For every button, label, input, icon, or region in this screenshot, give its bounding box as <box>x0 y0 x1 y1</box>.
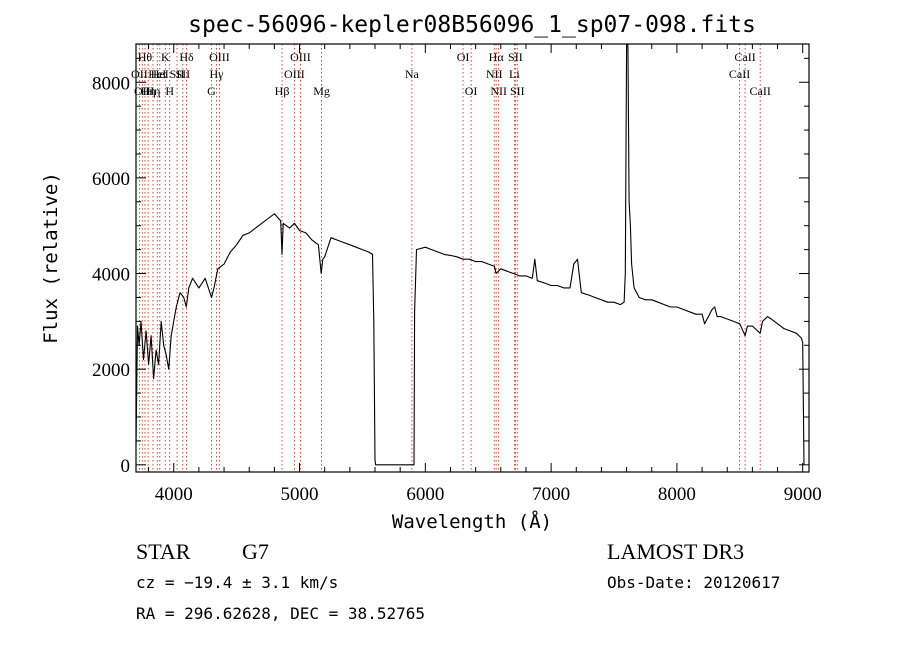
line-label-hα: Hα <box>489 50 505 64</box>
line-label-caii: CaII <box>750 84 771 98</box>
y-tick-label: 6000 <box>92 169 130 190</box>
line-label-hei: HeI <box>148 67 166 81</box>
line-label-h: H <box>165 84 174 98</box>
line-label-oiii: OIII <box>209 50 230 64</box>
line-label-hei: HeI <box>151 67 169 81</box>
y-tick-label: 2000 <box>92 360 130 381</box>
line-label-hη: Hη <box>141 84 156 98</box>
observation-date: Obs-Date: 20120617 <box>607 573 780 592</box>
line-label-sii: SII <box>170 67 185 81</box>
line-label-k: K <box>161 50 170 64</box>
line-label-oiii: OIII <box>290 50 311 64</box>
line-label-mg: Mg <box>313 84 330 98</box>
x-tick-label: 5000 <box>281 484 319 505</box>
y-tick-label: 0 <box>121 456 131 477</box>
line-label-g: G <box>207 84 216 98</box>
reference-lines <box>138 44 761 472</box>
y-axis-ticks: 0 2000 4000 6000 8000 <box>92 57 809 477</box>
line-label-sii: SII <box>510 84 525 98</box>
line-label-oi: OI <box>457 50 470 64</box>
y-tick-label: 4000 <box>92 265 130 286</box>
plot-frame <box>135 43 810 473</box>
x-tick-label: 8000 <box>658 484 696 505</box>
spectrum-line <box>135 43 805 466</box>
coordinates: RA = 296.62628, DEC = 38.52765 <box>136 604 425 623</box>
x-axis-label: Wavelength (Å) <box>392 510 552 533</box>
line-label-oii: OII <box>131 67 148 81</box>
line-label-caii: CaII <box>729 67 750 81</box>
line-label-oiii: OIII <box>284 67 305 81</box>
survey-name: LAMOST DR3 <box>607 539 744 564</box>
reference-line-labels: OIIOIIHθHηHηHeIHeIKHSIISIIHδGHγOIIIHβOII… <box>131 50 771 98</box>
line-label-oii: OII <box>134 84 151 98</box>
line-label-na: Na <box>405 67 420 81</box>
x-tick-label: 7000 <box>532 484 570 505</box>
x-tick-label: 4000 <box>155 484 193 505</box>
x-axis-ticks: 4000 5000 6000 7000 8000 9000 <box>148 44 822 505</box>
chart-title: spec-56096-kepler08B56096_1_sp07-098.fit… <box>188 12 756 38</box>
y-axis-label: Flux (relative) <box>40 172 62 344</box>
x-tick-label: 6000 <box>406 484 444 505</box>
line-label-hβ: Hβ <box>275 84 290 98</box>
line-label-oi: OI <box>465 84 478 98</box>
redshift-velocity: cz = −19.4 ± 3.1 km/s <box>136 573 338 592</box>
x-tick-label: 9000 <box>784 484 822 505</box>
line-label-nii: NII <box>490 84 507 98</box>
line-label-hγ: Hγ <box>210 67 225 81</box>
object-subclass: G7 <box>242 539 269 564</box>
line-label-hδ: Hδ <box>179 50 194 64</box>
line-label-nii: NII <box>486 67 503 81</box>
line-label-hθ: Hθ <box>138 50 153 64</box>
object-type: STAR <box>136 539 191 564</box>
line-label-hη: Hη <box>146 84 161 98</box>
y-tick-label: 8000 <box>92 73 130 94</box>
line-label-li: Li <box>509 67 520 81</box>
line-label-sii: SII <box>175 67 190 81</box>
line-label-caii: CaII <box>734 50 755 64</box>
line-label-sii: SII <box>508 50 523 64</box>
